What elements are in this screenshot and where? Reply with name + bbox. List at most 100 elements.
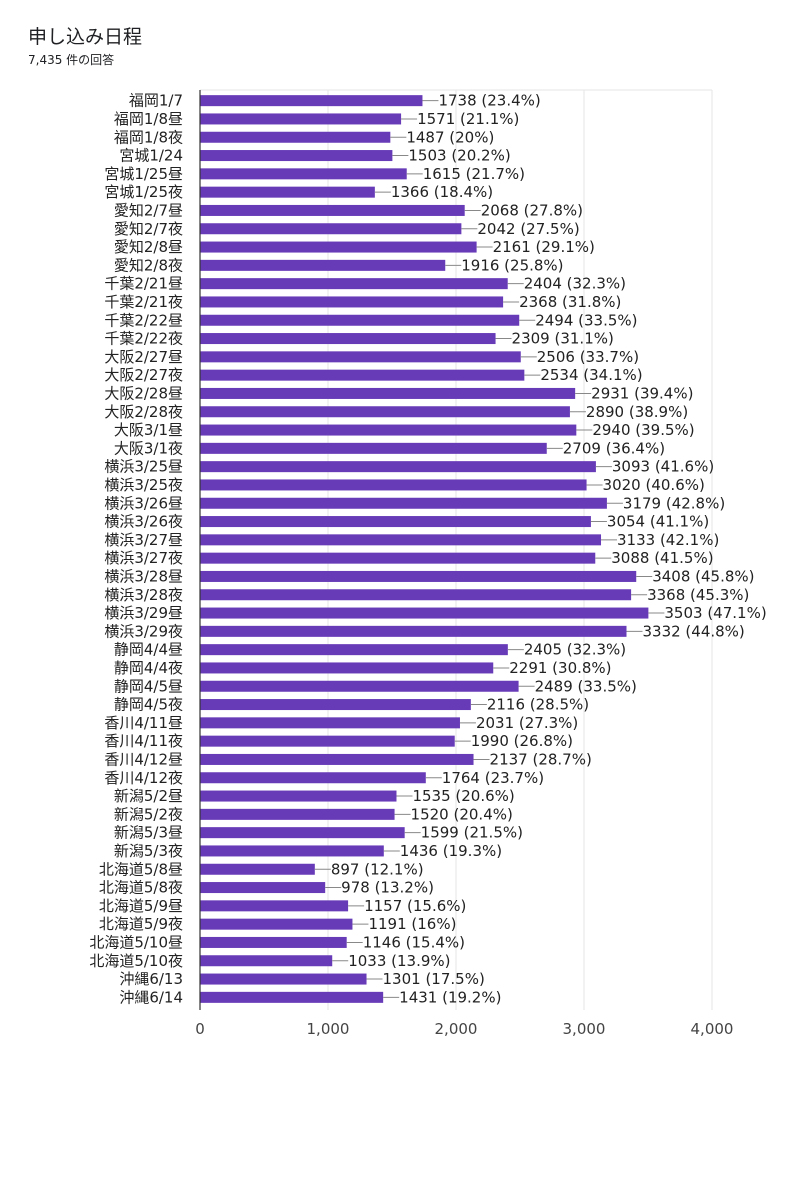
data-label: 3020 (40.6%) <box>603 476 705 494</box>
bar <box>200 827 405 839</box>
data-label: 1431 (19.2%) <box>399 988 501 1006</box>
x-tick-label: 3,000 <box>563 1020 606 1038</box>
category-label: 宮城1/25昼 <box>104 165 183 183</box>
data-label: 3503 (47.1%) <box>664 604 766 622</box>
data-label: 1487 (20%) <box>406 128 494 146</box>
bar <box>200 570 637 582</box>
bar <box>200 772 426 784</box>
category-label: 北海道5/8昼 <box>99 860 183 878</box>
data-label: 1916 (25.8%) <box>461 256 563 274</box>
data-label: 2161 (29.1%) <box>493 238 595 256</box>
bar <box>200 223 462 235</box>
data-label: 2494 (33.5%) <box>535 311 637 329</box>
category-label: 愛知2/7夜 <box>114 220 183 238</box>
bar <box>200 497 607 509</box>
category-label: 横浜3/28夜 <box>104 586 183 604</box>
data-label: 2890 (38.9%) <box>586 403 688 421</box>
bar <box>200 991 384 1003</box>
bar <box>200 552 596 564</box>
category-label: 横浜3/28昼 <box>104 567 183 585</box>
bar <box>200 259 446 271</box>
bar <box>200 150 393 162</box>
bar <box>200 625 627 637</box>
category-label: 香川4/11夜 <box>104 732 183 750</box>
bar <box>200 333 496 345</box>
data-label: 1366 (18.4%) <box>391 183 493 201</box>
data-label: 2405 (32.3%) <box>524 641 626 659</box>
category-label: 横浜3/29夜 <box>104 622 183 640</box>
bar <box>200 424 577 436</box>
category-label: 大阪2/27夜 <box>104 366 183 384</box>
data-label: 1535 (20.6%) <box>412 787 514 805</box>
category-label: 千葉2/21夜 <box>104 293 183 311</box>
data-label: 3088 (41.5%) <box>611 549 713 567</box>
data-label: 2309 (31.1%) <box>512 330 614 348</box>
data-label: 3332 (44.8%) <box>642 622 744 640</box>
bar <box>200 882 326 894</box>
data-label: 2368 (31.8%) <box>519 293 621 311</box>
data-label: 2489 (33.5%) <box>535 677 637 695</box>
category-label: 新潟5/3夜 <box>114 842 183 860</box>
data-label: 1764 (23.7%) <box>442 769 544 787</box>
category-label: 大阪3/1昼 <box>114 421 183 439</box>
bar <box>200 95 423 107</box>
data-label: 3408 (45.8%) <box>652 567 754 585</box>
category-label: 千葉2/22夜 <box>104 330 183 348</box>
bar <box>200 936 347 948</box>
category-label: 静岡4/4昼 <box>114 641 183 659</box>
category-label: 香川4/12夜 <box>104 769 183 787</box>
data-label: 2137 (28.7%) <box>490 750 592 768</box>
data-label: 2042 (27.5%) <box>477 220 579 238</box>
bar <box>200 516 591 528</box>
bar <box>200 442 547 454</box>
bar <box>200 662 494 674</box>
data-label: 1615 (21.7%) <box>423 165 525 183</box>
bar <box>200 589 632 601</box>
category-label: 大阪2/28夜 <box>104 403 183 421</box>
category-label: 横浜3/29昼 <box>104 604 183 622</box>
category-label: 愛知2/7昼 <box>114 201 183 219</box>
category-label: 北海道5/10昼 <box>89 933 183 951</box>
bar <box>200 131 391 143</box>
data-label: 2709 (36.4%) <box>563 439 665 457</box>
data-label: 1146 (15.4%) <box>363 933 465 951</box>
category-label: 愛知2/8夜 <box>114 256 183 274</box>
category-label: 宮城1/24 <box>119 147 183 165</box>
category-label: 福岡1/7 <box>129 92 183 110</box>
category-label: 静岡4/4夜 <box>114 659 183 677</box>
bar <box>200 186 375 198</box>
category-label: 静岡4/5夜 <box>114 696 183 714</box>
bar <box>200 204 465 216</box>
bar <box>200 168 407 180</box>
bar <box>200 699 471 711</box>
bar <box>200 753 474 765</box>
category-label: 横浜3/25昼 <box>104 458 183 476</box>
bar <box>200 644 508 656</box>
category-label: 香川4/12昼 <box>104 750 183 768</box>
category-label: 静岡4/5昼 <box>114 677 183 695</box>
category-label: 横浜3/26夜 <box>104 513 183 531</box>
response-count: 7,435 件の回答 <box>28 53 115 67</box>
bar <box>200 479 587 491</box>
category-label: 北海道5/8夜 <box>99 879 183 897</box>
bar <box>200 461 596 473</box>
category-label: 大阪3/1夜 <box>114 439 183 457</box>
x-tick-label: 4,000 <box>691 1020 734 1038</box>
x-tick-label: 2,000 <box>435 1020 478 1038</box>
category-label: 北海道5/9昼 <box>99 897 183 915</box>
category-label: 北海道5/9夜 <box>99 915 183 933</box>
bar <box>200 845 384 857</box>
bar <box>200 863 315 875</box>
category-label: 横浜3/27昼 <box>104 531 183 549</box>
data-label: 1191 (16%) <box>368 915 456 933</box>
bar <box>200 406 570 418</box>
category-label: 新潟5/2昼 <box>114 787 183 805</box>
bar <box>200 808 395 820</box>
bar <box>200 241 477 253</box>
x-tick-label: 0 <box>195 1020 205 1038</box>
category-label: 横浜3/25夜 <box>104 476 183 494</box>
data-label: 2534 (34.1%) <box>540 366 642 384</box>
data-label: 1503 (20.2%) <box>408 147 510 165</box>
category-label: 宮城1/25夜 <box>104 183 183 201</box>
